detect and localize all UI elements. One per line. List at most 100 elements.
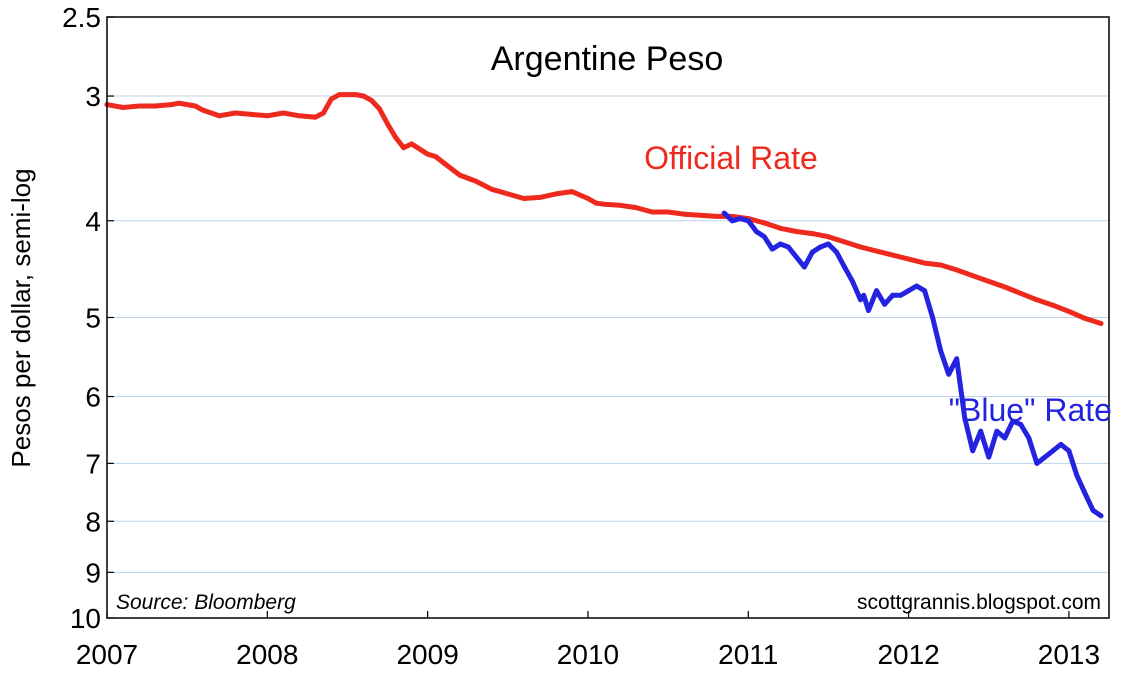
data-point: [1050, 448, 1056, 454]
data-point: [281, 110, 286, 116]
y-tick-label: 6: [85, 382, 101, 413]
credit-label: scottgrannis.blogspot.com: [857, 591, 1101, 614]
data-point: [874, 288, 879, 294]
data-point: [898, 292, 903, 298]
data-point: [890, 292, 895, 298]
data-point: [248, 112, 254, 117]
data-point: [1018, 422, 1024, 427]
data-point: [1034, 297, 1040, 303]
y-tick-label: 7: [85, 448, 101, 479]
data-point: [986, 454, 992, 460]
data-point: [1034, 461, 1040, 466]
data-point: [890, 252, 895, 258]
data-point: [1026, 435, 1032, 441]
data-point: [794, 229, 799, 234]
data-point: [393, 135, 398, 140]
x-tick-label: 2008: [236, 639, 298, 670]
data-point: [1018, 291, 1024, 296]
y-tick-label: 4: [85, 206, 101, 237]
data-point: [120, 105, 126, 110]
data-point: [473, 178, 479, 184]
data-point: [769, 246, 775, 252]
series-layer: [104, 92, 1104, 519]
data-point: [232, 110, 238, 116]
data-point: [216, 113, 222, 119]
data-point: [136, 103, 142, 109]
data-point: [850, 279, 855, 284]
data-point: [593, 200, 599, 206]
data-point: [1002, 284, 1008, 290]
x-tick-label: 2012: [877, 639, 939, 670]
data-point: [761, 220, 767, 226]
data-point: [866, 308, 871, 313]
data-point: [930, 315, 935, 320]
data-point: [401, 145, 406, 151]
data-point: [994, 428, 1000, 434]
y-tick-label: 9: [85, 557, 101, 588]
data-point: [521, 196, 527, 201]
series-annotation: "Blue" Rate: [949, 392, 1112, 428]
data-point: [457, 172, 463, 178]
data-point: [200, 107, 206, 113]
x-tick-label: 2007: [76, 639, 138, 670]
data-point: [777, 241, 783, 247]
data-point: [385, 121, 390, 127]
chart-title: Argentine Peso: [491, 40, 724, 78]
data-point: [906, 256, 911, 262]
data-point: [1050, 302, 1056, 308]
y-tick-label: 10: [70, 603, 101, 634]
x-tick-label: 2010: [557, 639, 619, 670]
data-point: [537, 195, 543, 200]
series-line-official-rate: [104, 92, 1104, 326]
data-point: [361, 93, 366, 99]
data-point: [842, 264, 847, 270]
data-point: [601, 201, 607, 207]
data-point: [192, 103, 198, 109]
data-point: [441, 160, 447, 166]
data-point: [986, 279, 992, 284]
data-point: [553, 191, 559, 197]
data-point: [914, 283, 919, 289]
data-point: [697, 212, 703, 218]
data-point: [970, 273, 976, 279]
data-point: [842, 239, 847, 245]
data-point: [753, 229, 759, 234]
data-point: [786, 244, 791, 250]
data-point: [962, 415, 968, 421]
y-axis-label: Pesos per dollar, semi-log: [6, 168, 36, 467]
data-point: [938, 348, 944, 354]
data-point: [1098, 513, 1104, 519]
data-point: [946, 371, 952, 377]
data-point: [810, 249, 815, 255]
data-point: [505, 191, 511, 197]
x-tick-label: 2011: [718, 639, 778, 670]
data-point: [377, 106, 382, 112]
data-point: [1098, 321, 1104, 326]
data-point: [176, 100, 182, 106]
y-tick-label: 2.5: [62, 2, 101, 33]
data-point: [745, 218, 751, 224]
data-point: [834, 249, 839, 255]
data-point: [425, 151, 430, 157]
data-point: [906, 288, 911, 294]
data-point: [633, 205, 639, 211]
data-point: [353, 92, 358, 97]
data-point: [1082, 490, 1088, 496]
data-point: [433, 154, 439, 160]
y-ticks: 2.5 3 4 5 6 7 8 9 10: [62, 2, 114, 634]
y-tick-label: 3: [85, 81, 101, 112]
data-point: [1066, 309, 1072, 314]
data-point: [818, 244, 823, 250]
data-point: [1074, 473, 1080, 478]
data-point: [168, 102, 174, 107]
data-point: [794, 254, 799, 260]
data-point: [858, 244, 863, 250]
y-tick-label: 5: [85, 303, 101, 334]
data-point: [1010, 418, 1016, 424]
annotations: Official Rate "Blue" Rate: [644, 140, 1112, 428]
data-point: [721, 210, 727, 216]
data-point: [297, 113, 302, 119]
data-point: [1066, 448, 1072, 454]
